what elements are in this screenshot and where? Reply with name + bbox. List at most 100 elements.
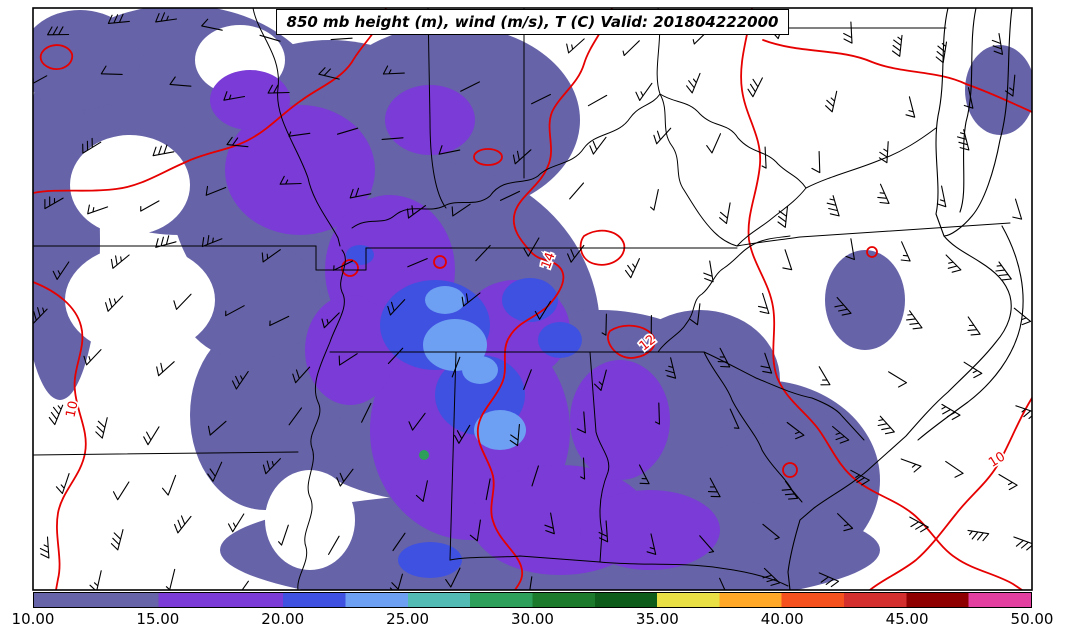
wind-barb (905, 96, 916, 118)
fill-layer-28-30 (419, 450, 429, 460)
wind-barb (381, 137, 404, 140)
colorbar-tick-label: 30.00 (511, 610, 554, 628)
wind-barb (95, 417, 108, 439)
wind-barb (941, 403, 961, 421)
wind-barb (646, 533, 657, 555)
wind-barb (44, 196, 64, 210)
wind-barb (82, 137, 102, 154)
wind-barb (544, 512, 555, 535)
colorbar-tick-label: 45.00 (885, 610, 929, 628)
wind-barb (262, 458, 281, 475)
wind-barb (52, 261, 70, 280)
wind-barb (529, 576, 533, 590)
wind-barb (654, 402, 661, 425)
wind-barb (760, 352, 773, 374)
wind-barb (55, 473, 70, 495)
wind-barb (747, 77, 763, 98)
wind-barb (650, 189, 659, 211)
wind-barb (589, 136, 607, 155)
wind-barb (707, 477, 721, 498)
map-title: 850 mb height (m), wind (m/s), T (C) Val… (275, 9, 790, 35)
wind-barb (39, 536, 50, 559)
wind-barb (207, 461, 223, 482)
wind-barb (523, 237, 540, 257)
wind-barb (762, 567, 781, 586)
wind-barb (225, 305, 245, 317)
wind-barb (786, 421, 805, 440)
wind-barb (638, 464, 650, 485)
wind-barb (906, 310, 923, 330)
wind-barb (205, 185, 227, 196)
wind-barb (729, 408, 740, 429)
wind-barb (499, 190, 521, 201)
wind-barb (686, 72, 701, 94)
wind-barb (83, 349, 102, 366)
wind-barb (408, 412, 426, 431)
wind-barb (719, 202, 731, 225)
wind-barb (389, 573, 403, 590)
wind-barb (567, 244, 585, 263)
wind-barb (110, 529, 124, 551)
wind-barb (105, 295, 124, 312)
wind-barb (601, 313, 607, 336)
wind-barb (261, 249, 281, 263)
wind-barb (288, 407, 303, 426)
wind-barb (762, 523, 780, 540)
wind-barb (415, 480, 428, 502)
wind-barb (454, 424, 471, 444)
wind-barb (826, 195, 840, 217)
wind-barb (598, 520, 609, 543)
wind-barb (531, 93, 551, 105)
colorbar-strip (33, 592, 1032, 608)
wind-barb (156, 361, 175, 377)
wind-barb (485, 478, 491, 501)
wind-barb (624, 258, 640, 279)
wind-barb (155, 12, 178, 23)
colorbar-tick-label: 50.00 (1010, 610, 1054, 628)
wind-barb (569, 182, 585, 200)
wind-barb (635, 82, 653, 101)
wind-barb (201, 235, 223, 248)
wind-barb (1015, 405, 1032, 420)
wind-barb (407, 258, 428, 268)
wind-barb (112, 481, 130, 501)
wind-barb (278, 524, 289, 546)
wind-barb (782, 249, 793, 271)
wind-barb (512, 149, 532, 165)
wind-barb (877, 183, 890, 204)
wind-barb (330, 37, 353, 41)
wind-barb (406, 205, 427, 219)
wind-barb (991, 33, 1004, 55)
wind-barb (818, 572, 840, 588)
wind-barb (361, 402, 372, 423)
wind-barb (460, 81, 481, 92)
wind-barb (318, 67, 340, 80)
wind-barb (321, 312, 340, 329)
wind-barb (945, 254, 962, 273)
wind-barb (89, 570, 102, 590)
wind-barb (259, 34, 281, 42)
wind-barb (998, 473, 1018, 491)
wind-barb (877, 415, 895, 435)
wind-barb (777, 205, 789, 228)
wind-barb (1013, 307, 1032, 326)
wind-barb (87, 204, 109, 215)
wind-barb (594, 369, 607, 391)
wind-barb (33, 307, 48, 325)
wind-barb (509, 423, 520, 447)
wind-barb (336, 127, 359, 135)
wind-barb (825, 90, 838, 113)
wind-barb (1013, 536, 1032, 551)
wind-barb (665, 357, 677, 379)
wind-barb (781, 480, 799, 500)
contour-label: 10 (64, 400, 82, 419)
wind-barb (837, 513, 854, 532)
wind-barb (888, 371, 908, 388)
wind-barb (461, 292, 481, 307)
wind-barb (834, 296, 852, 316)
wind-barb (387, 347, 404, 365)
wind-barb (967, 529, 990, 542)
fill-layer-22-25 (423, 286, 526, 450)
